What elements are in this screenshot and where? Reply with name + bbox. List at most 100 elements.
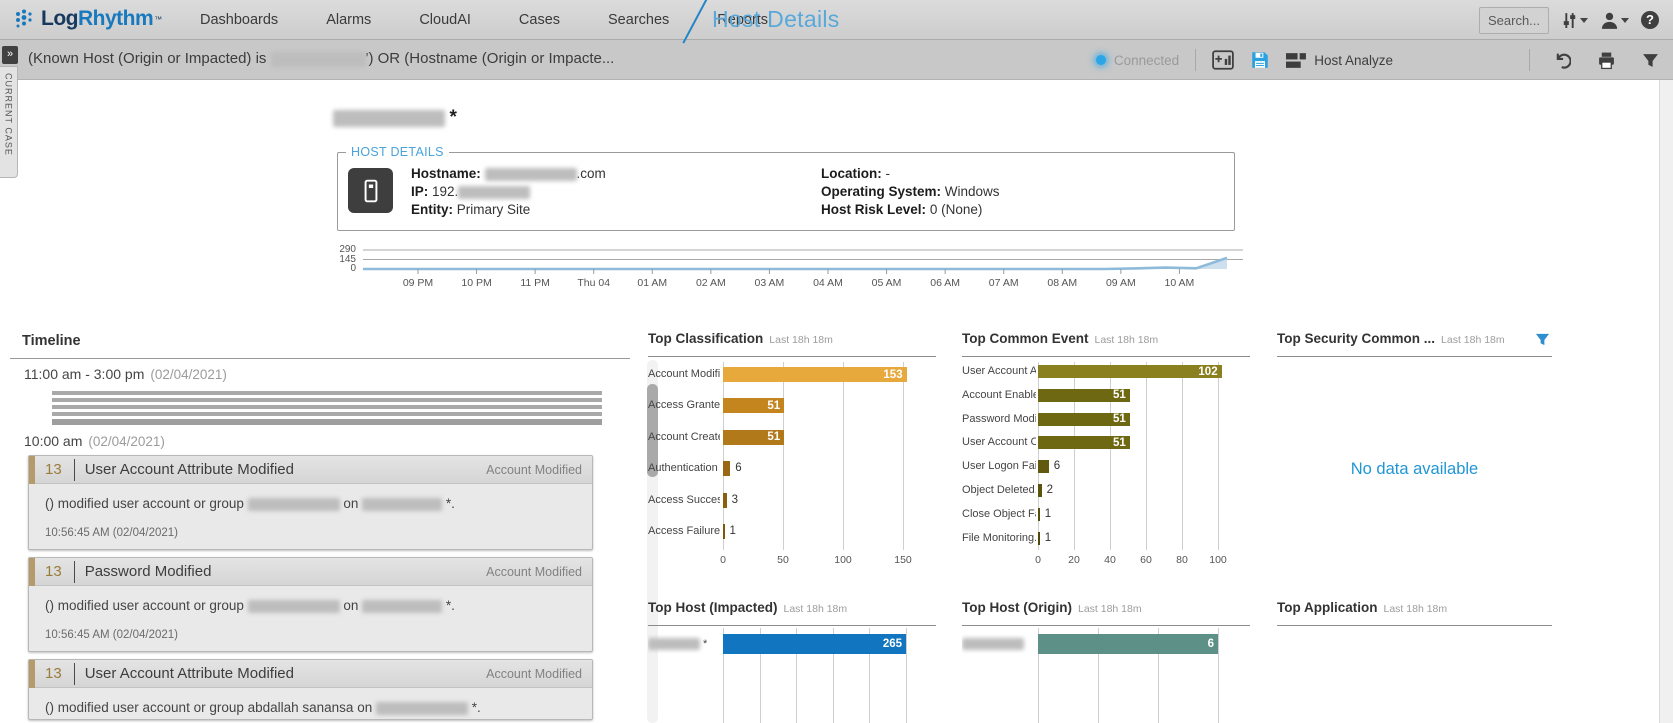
bar-value: 265 <box>883 638 902 650</box>
chart-gridline <box>1146 362 1147 550</box>
collapsed-event-bar[interactable] <box>52 405 602 409</box>
bar[interactable]: 51 <box>1038 413 1130 426</box>
expand-current-case-button[interactable]: » <box>2 46 18 64</box>
collapsed-event-group[interactable] <box>52 391 602 425</box>
host-details-legend: HOST DETAILS <box>346 145 449 159</box>
bar[interactable]: 6 <box>1038 634 1218 654</box>
bar[interactable] <box>723 493 727 508</box>
collapsed-event-bar[interactable] <box>52 419 602 425</box>
sparkline-tick-label: 08 AM <box>1040 277 1084 289</box>
search-button[interactable]: Search... <box>1479 7 1549 34</box>
timeline-body: 11:00 am - 3:00 pm(02/04/2021)10:00 am(0… <box>10 358 632 723</box>
sparkline-tick-label: 09 AM <box>1099 277 1143 289</box>
top-host-origin-chart: 6 <box>962 628 1252 723</box>
bar-category-label: User Logon Fail... <box>962 460 1036 473</box>
bar[interactable] <box>1038 508 1040 521</box>
host-details-screen: LogRhythm™ Dashboards Alarms CloudAI Cases S… <box>0 0 1673 723</box>
top-application-header: Top ApplicationLast 18h 18m <box>1277 599 1552 626</box>
bar-value: 51 <box>767 400 780 412</box>
bar[interactable] <box>1038 532 1040 545</box>
event-text: on <box>343 496 362 511</box>
bar-value: 6 <box>1208 638 1214 650</box>
undo-button[interactable] <box>1552 51 1571 70</box>
nav-item-cloudai[interactable]: CloudAI <box>419 12 471 28</box>
event-card-header[interactable]: 13User Account Attribute ModifiedAccount… <box>29 660 592 688</box>
sparkline-tick-label: 07 AM <box>982 277 1026 289</box>
bar-category-label: Account Created <box>648 430 720 445</box>
bar[interactable]: 265 <box>723 634 906 654</box>
page-title: Host Details <box>712 6 840 33</box>
event-text: () modified user account or group <box>45 496 248 511</box>
bar[interactable]: 153 <box>723 367 907 382</box>
bar-value: 102 <box>1198 366 1217 378</box>
top-security-common-event-chart: No data available <box>1277 362 1552 574</box>
bar[interactable]: 51 <box>723 430 784 445</box>
bar-category-label: Access Success <box>648 493 720 508</box>
event-card[interactable]: 13User Account Attribute ModifiedAccount… <box>28 659 593 720</box>
nav-item-searches[interactable]: Searches <box>608 12 669 28</box>
sparkline-tick-label: 10 AM <box>1157 277 1201 289</box>
bar[interactable]: 51 <box>723 398 784 413</box>
hostname-row: Hostname: .com <box>411 165 606 183</box>
bar-category-label: Close Object Fai... <box>962 508 1036 521</box>
redacted-ip <box>458 186 530 199</box>
x-axis-tick-label: 50 <box>768 554 798 566</box>
logrhythm-logo[interactable]: LogRhythm™ <box>14 7 162 31</box>
collapsed-event-bar[interactable] <box>52 412 602 416</box>
print-button[interactable] <box>1597 51 1616 70</box>
bar[interactable] <box>1038 484 1042 497</box>
bar[interactable]: 51 <box>1038 436 1130 449</box>
bar-category-label: Authentication ... <box>648 461 720 476</box>
redacted-hostname <box>485 168 577 181</box>
divider <box>74 459 75 481</box>
event-text: on <box>343 598 362 613</box>
bar[interactable] <box>723 524 725 539</box>
divider <box>74 663 75 685</box>
host-analyze-button[interactable]: Host Analyze <box>1286 53 1393 68</box>
current-case-tab[interactable]: CURRENT CASE <box>0 66 18 178</box>
logo-text-log: Log <box>41 7 78 31</box>
bar-category-label: * <box>648 634 720 654</box>
x-axis-tick-label: 20 <box>1059 554 1089 566</box>
activity-sparkline-chart[interactable]: 09 PM10 PM11 PMThu 0401 AM02 AM03 AM04 A… <box>358 244 1250 296</box>
filter-query[interactable]: (Known Host (Origin or Impacted) is ') O… <box>28 50 614 67</box>
collapsed-event-bar[interactable] <box>52 391 602 395</box>
nav-item-alarms[interactable]: Alarms <box>326 12 371 28</box>
main-nav: DashboardsAlarmsCloudAICasesSearchesRepo… <box>200 0 768 40</box>
add-widget-button[interactable] <box>1212 50 1234 70</box>
event-card[interactable]: 13Password ModifiedAccount Modified() mo… <box>28 557 593 652</box>
nav-item-cases[interactable]: Cases <box>519 12 560 28</box>
undo-icon <box>1552 51 1571 70</box>
bar[interactable]: 51 <box>1038 389 1130 402</box>
user-menu[interactable] <box>1600 11 1629 30</box>
bar-category-label: Account Enabled <box>962 389 1036 402</box>
save-search-button[interactable] <box>1250 50 1270 70</box>
event-card-accent <box>29 558 35 586</box>
event-card-header[interactable]: 13User Account Attribute ModifiedAccount… <box>29 456 592 484</box>
event-text: *. <box>472 700 481 715</box>
collapsed-event-bar[interactable] <box>52 398 602 402</box>
display-options-menu[interactable] <box>1561 12 1588 29</box>
event-card[interactable]: 13User Account Attribute ModifiedAccount… <box>28 455 593 550</box>
host-analyze-label: Host Analyze <box>1314 53 1393 68</box>
host-fields-right: Location: - Operating System: Windows Ho… <box>821 165 1000 219</box>
page-scrollbar-track[interactable] <box>1659 80 1673 723</box>
bar-category-label: File Monitoring... <box>962 532 1036 545</box>
event-text: () modified user account or group abdall… <box>45 700 376 715</box>
nav-item-dashboards[interactable]: Dashboards <box>200 12 278 28</box>
host-title-asterisk: * <box>449 107 456 128</box>
help-icon[interactable]: ? <box>1641 11 1659 29</box>
bar-category-label: User Account C... <box>962 436 1036 449</box>
risk-row: Host Risk Level: 0 (None) <box>821 201 1000 219</box>
event-card-accent <box>29 660 35 688</box>
timeline-group-time: 10:00 am(02/04/2021) <box>24 433 632 449</box>
timeline-header: Timeline <box>10 332 630 359</box>
bar[interactable] <box>723 461 730 476</box>
bar[interactable]: 102 <box>1038 365 1222 378</box>
widget-filter-button[interactable] <box>1535 332 1550 352</box>
bar-value: 153 <box>883 369 902 381</box>
filter-button[interactable] <box>1642 52 1659 69</box>
bar[interactable] <box>1038 460 1049 473</box>
event-card-header[interactable]: 13Password ModifiedAccount Modified <box>29 558 592 586</box>
sparkline-tick-label: 04 AM <box>806 277 850 289</box>
